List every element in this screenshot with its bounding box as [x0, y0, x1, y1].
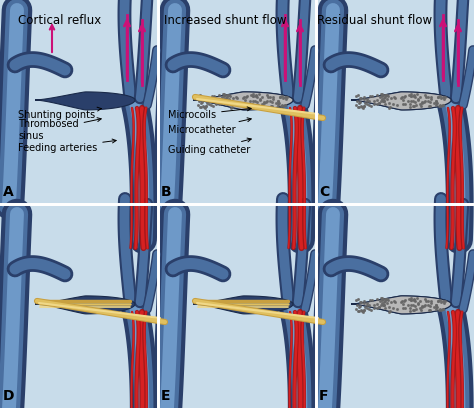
Text: B: B	[161, 185, 172, 199]
Text: E: E	[161, 389, 171, 403]
Text: Microcoils: Microcoils	[168, 107, 251, 120]
Polygon shape	[193, 296, 293, 314]
Polygon shape	[351, 92, 451, 110]
Bar	[0, 0, 158, 204]
Polygon shape	[351, 296, 451, 314]
Bar	[0, 204, 158, 408]
Text: F: F	[319, 389, 328, 403]
Bar	[316, 0, 474, 204]
Polygon shape	[193, 92, 293, 110]
Text: Cortical reflux: Cortical reflux	[18, 14, 101, 27]
Text: Feeding arteries: Feeding arteries	[18, 139, 116, 153]
Text: A: A	[3, 185, 14, 199]
Polygon shape	[193, 92, 293, 110]
Polygon shape	[351, 296, 451, 314]
Text: Residual shunt flow: Residual shunt flow	[318, 14, 433, 27]
Bar	[316, 204, 474, 408]
Polygon shape	[35, 92, 135, 110]
Polygon shape	[35, 296, 135, 314]
Bar	[158, 204, 316, 408]
Text: D: D	[3, 389, 15, 403]
Polygon shape	[351, 92, 451, 110]
Text: C: C	[319, 185, 329, 199]
Bar	[158, 0, 316, 204]
Text: Microcatheter: Microcatheter	[168, 118, 251, 135]
Text: Increased shunt flow: Increased shunt flow	[164, 14, 286, 27]
Text: Guiding catheter: Guiding catheter	[168, 138, 251, 155]
Text: Shunting points: Shunting points	[18, 107, 101, 120]
Text: Thrombosed
sinus: Thrombosed sinus	[18, 118, 101, 141]
